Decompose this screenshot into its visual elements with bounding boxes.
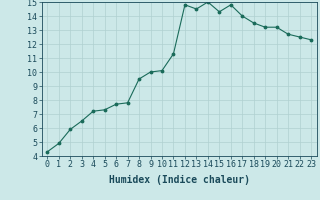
X-axis label: Humidex (Indice chaleur): Humidex (Indice chaleur): [109, 175, 250, 185]
